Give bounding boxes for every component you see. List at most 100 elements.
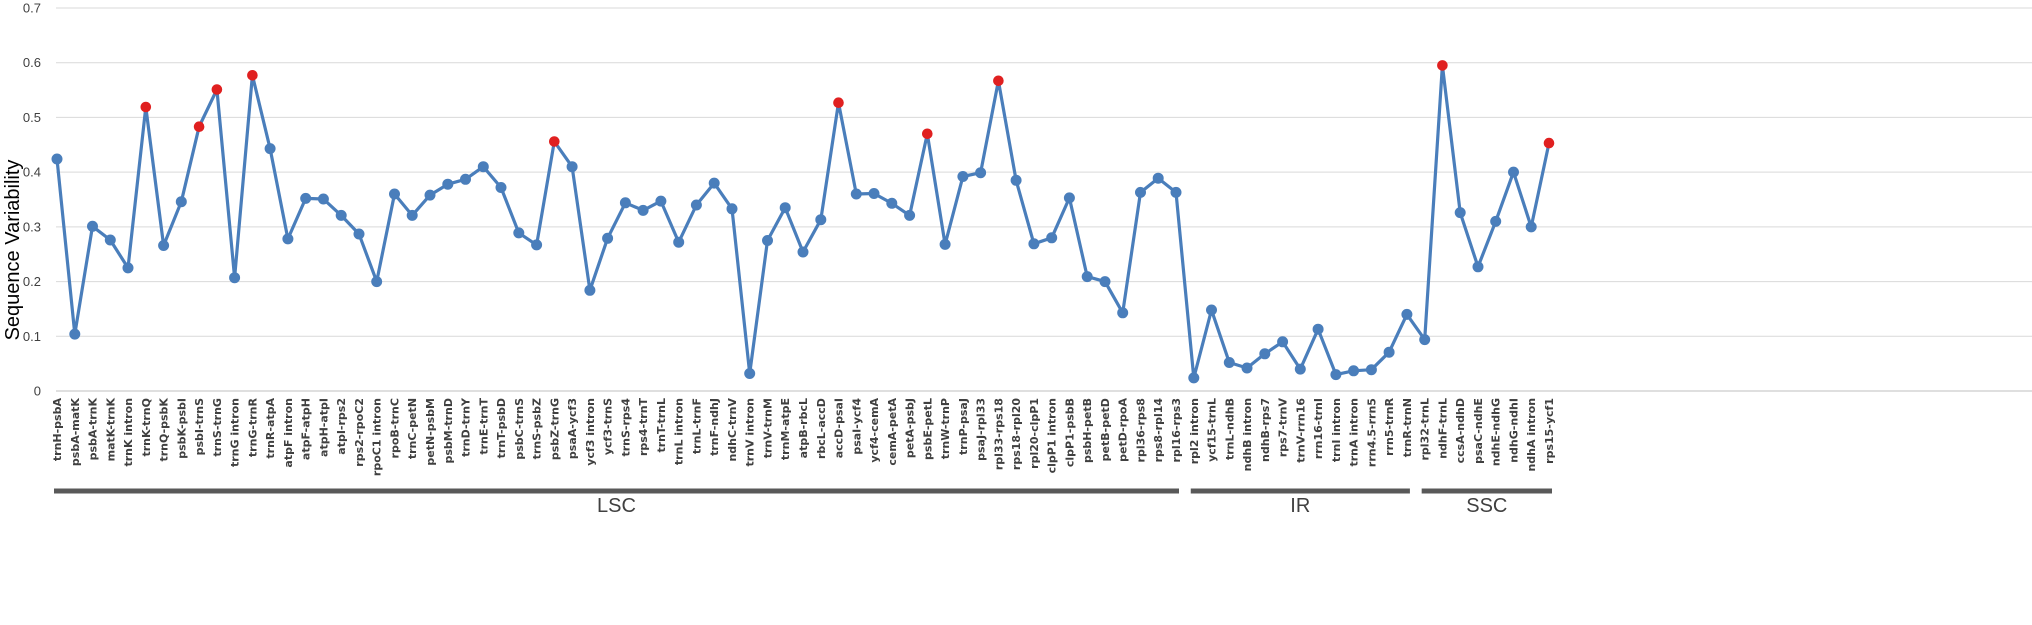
y-tick-label: 0.3: [23, 219, 41, 234]
data-point: [886, 197, 898, 209]
x-tick-label: trnL-trnF: [690, 398, 703, 454]
x-tick-label: ndhF-trnL: [1436, 398, 1449, 459]
x-tick-label: trnR-atpA: [264, 397, 277, 458]
x-tick-label: rpl36-rps8: [1135, 398, 1148, 462]
data-point: [371, 276, 383, 288]
data-point: [744, 368, 756, 379]
highlighted-data-point: [549, 136, 560, 147]
data-point: [1490, 215, 1502, 227]
x-tick-label: trnL intron: [673, 398, 686, 465]
data-point: [708, 177, 720, 189]
x-tick-label: psbC-trnS: [513, 398, 526, 460]
x-tick-label: rrn5-trnR: [1383, 397, 1396, 455]
highlighted-data-point: [1543, 137, 1555, 149]
x-tick-label: rps15-ycf1: [1543, 398, 1556, 464]
x-tick-label: psbK-psbI: [175, 398, 188, 459]
data-point: [1277, 336, 1289, 348]
data-point: [175, 196, 187, 208]
data-point: [389, 188, 400, 200]
data-point: [1081, 271, 1093, 283]
data-point: [797, 246, 809, 258]
x-tick-label: rpl16-rps3: [1170, 398, 1183, 462]
x-tick-label: trnT-psbD: [495, 398, 508, 458]
x-tick-label: atpH-atpI: [317, 398, 330, 457]
data-point: [815, 214, 827, 226]
data-point: [1063, 192, 1075, 204]
data-point: [406, 209, 418, 221]
x-tick-label: trnK-trnQ: [140, 398, 153, 457]
data-point: [1348, 365, 1360, 377]
x-tick-label: rps18-rpl20: [1010, 398, 1023, 470]
x-tick-label: ccsA-ndhD: [1454, 398, 1467, 463]
y-tick-label: 0.4: [23, 165, 41, 180]
x-tick-label: trnH-psbA: [51, 398, 64, 462]
x-tick-label: rpl2 intron: [1188, 398, 1201, 464]
data-point: [229, 272, 241, 284]
x-tick-label: ndhC-trnV: [726, 398, 739, 462]
data-point: [726, 203, 738, 215]
x-tick-label: rpoC1 intron: [371, 398, 384, 476]
x-tick-label: trnS-psbZ: [531, 398, 544, 459]
highlighted-data-point: [1437, 60, 1448, 71]
data-point: [602, 232, 614, 244]
x-tick-label: rps4-trnT: [637, 397, 650, 456]
x-tick-label: atpF intron: [282, 398, 295, 468]
x-tick-label: trnR-trnN: [1401, 398, 1414, 457]
data-point: [1135, 186, 1146, 198]
x-tick-label: psbI-trnS: [193, 398, 206, 455]
x-tick-label: ycf15-trnL: [1206, 398, 1219, 462]
x-tick-label: rps2-rpoC2: [353, 398, 366, 467]
x-tick-label: trnL-ndhB: [1223, 398, 1236, 460]
data-points: [51, 60, 1555, 384]
data-point: [1259, 348, 1271, 360]
data-point: [1010, 174, 1022, 186]
x-tick-label: trnE-trnT: [477, 398, 490, 455]
x-tick-label: ycf3 intron: [584, 398, 597, 466]
data-point: [51, 153, 63, 165]
data-point: [1525, 221, 1537, 233]
data-point: [1046, 232, 1058, 244]
y-tick-label: 0.5: [23, 110, 41, 125]
x-tick-label: psbM-trnD: [442, 398, 455, 463]
x-tick-label: trnS-trnG: [211, 398, 224, 457]
x-tick-label: petB-petD: [1099, 398, 1112, 461]
series-line-layer: [55, 63, 1551, 380]
data-point: [122, 262, 134, 274]
data-point: [850, 188, 862, 200]
x-tick-label: psbE-petL: [921, 398, 934, 460]
data-point: [566, 161, 578, 173]
data-point: [690, 199, 702, 211]
data-point: [1401, 308, 1413, 320]
data-point: [69, 328, 81, 340]
x-tick-label: trnD-trnY: [460, 397, 473, 457]
data-point: [477, 161, 489, 173]
x-tick-label: atpI-rps2: [335, 398, 348, 455]
x-tick-label: trnS-rps4: [619, 398, 632, 457]
x-tick-label: atpB-rbcL: [797, 398, 810, 458]
data-point: [619, 197, 631, 209]
data-point: [1241, 362, 1253, 374]
highlighted-data-point: [833, 97, 844, 108]
x-tick-label: atpF-atpH: [300, 398, 313, 460]
data-point: [584, 284, 596, 296]
x-tick-label: psbZ-trnG: [548, 398, 561, 460]
x-tick-label: trnQ-psbK: [158, 398, 171, 462]
data-point: [1223, 357, 1235, 368]
data-point: [1365, 364, 1377, 376]
highlighted-data-point: [140, 101, 152, 113]
data-point: [904, 209, 916, 221]
data-point: [104, 234, 116, 246]
x-tick-label: trnV intron: [744, 398, 757, 467]
x-tick-label: ndhA intron: [1525, 398, 1538, 472]
x-tick-label: trnM-atpE: [779, 398, 792, 460]
y-tick-label: 0.6: [23, 55, 41, 70]
highlighted-data-point: [193, 121, 205, 132]
x-tick-label: psbA-matK: [69, 398, 82, 467]
region-label: SSC: [1466, 495, 1507, 517]
x-tick-label: rpl32-trnL: [1419, 398, 1432, 460]
x-tick-label: psaJ-rpl33: [975, 398, 988, 461]
highlighted-data-point: [993, 75, 1004, 87]
data-point: [868, 188, 880, 199]
data-point: [939, 238, 951, 250]
